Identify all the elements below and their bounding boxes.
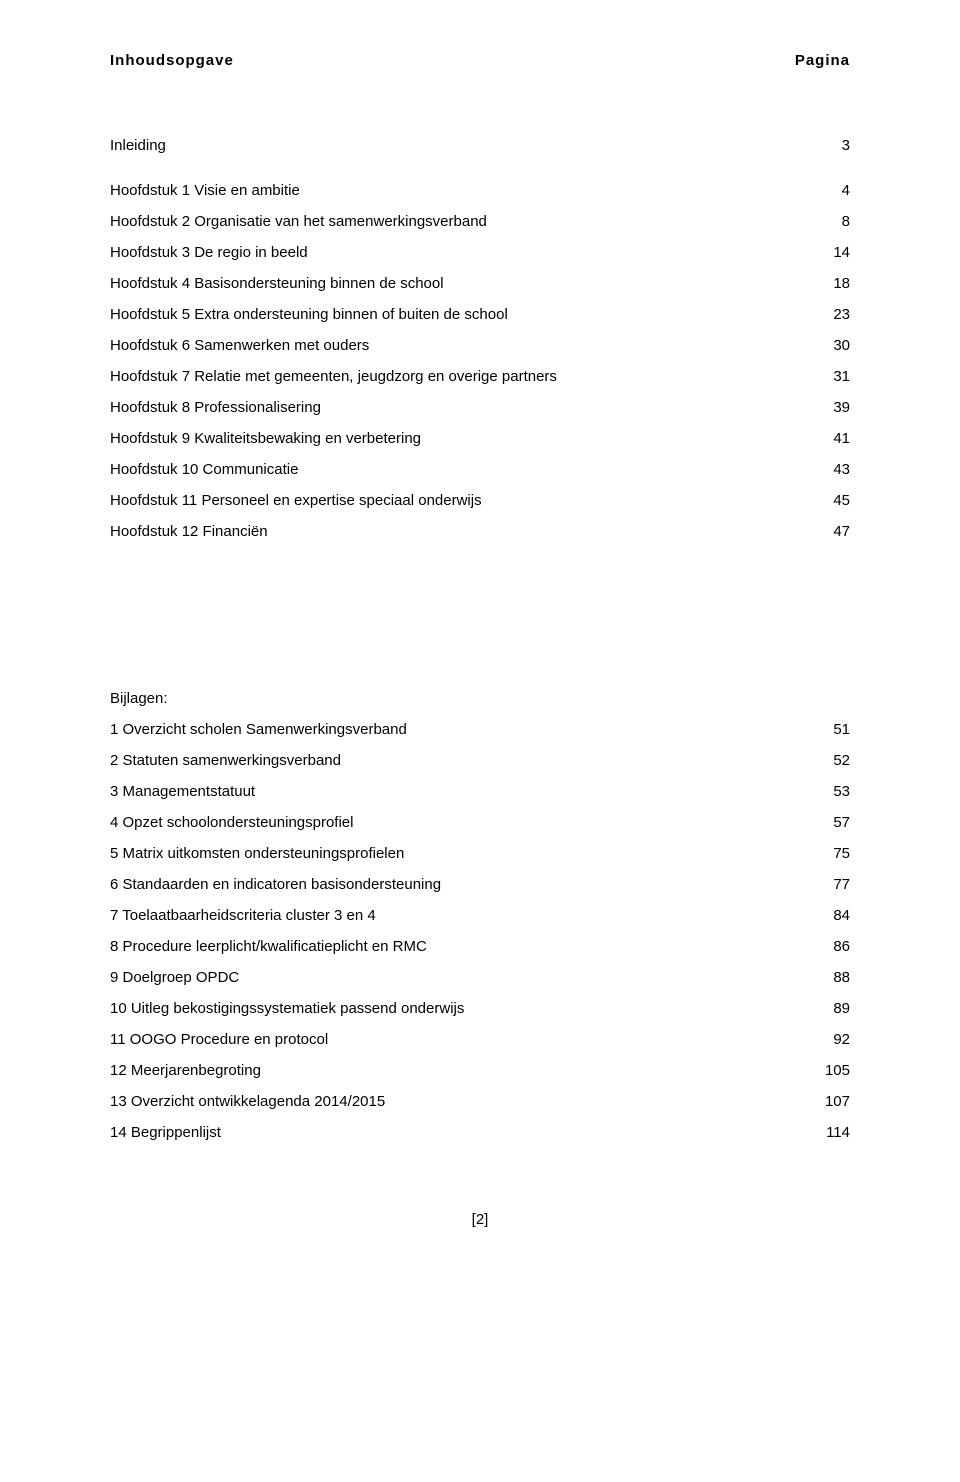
toc-chapter-row-page: 30	[800, 337, 850, 354]
toc-chapter-row-page: 14	[800, 244, 850, 261]
toc-chapter-row-page: 23	[800, 306, 850, 323]
toc-chapter-row-page: 31	[800, 368, 850, 385]
toc-bijlage-row-page: 86	[800, 938, 850, 955]
toc-bijlage-row-label: 9 Doelgroep OPDC	[110, 969, 800, 986]
bijlagen-heading: Bijlagen:	[110, 690, 850, 707]
toc-chapter-row-label: Hoofdstuk 10 Communicatie	[110, 461, 800, 478]
toc-chapter-row-label: Hoofdstuk 12 Financiën	[110, 523, 800, 540]
toc-bijlage-row-label: 4 Opzet schoolondersteuningsprofiel	[110, 814, 800, 831]
toc-chapter-row-page: 43	[800, 461, 850, 478]
toc-bijlage-row-page: 51	[800, 721, 850, 738]
toc-intro-label: Inleiding	[110, 137, 800, 154]
toc-bijlage-row: 12 Meerjarenbegroting105	[110, 1062, 850, 1079]
toc-header-right: Pagina	[795, 52, 850, 69]
toc-bijlage-row-page: 114	[800, 1124, 850, 1141]
toc-bijlage-row-page: 107	[800, 1093, 850, 1110]
toc-chapter-row: Hoofdstuk 11 Personeel en expertise spec…	[110, 492, 850, 509]
toc-chapter-row-label: Hoofdstuk 8 Professionalisering	[110, 399, 800, 416]
toc-chapter-row-page: 8	[800, 213, 850, 230]
toc-chapter-row-page: 41	[800, 430, 850, 447]
toc-bijlage-row: 14 Begrippenlijst114	[110, 1124, 850, 1141]
toc-bijlage-row-label: 14 Begrippenlijst	[110, 1124, 800, 1141]
toc-chapter-row-label: Hoofdstuk 9 Kwaliteitsbewaking en verbet…	[110, 430, 800, 447]
toc-bijlage-row: 9 Doelgroep OPDC88	[110, 969, 850, 986]
toc-bijlage-row-label: 2 Statuten samenwerkingsverband	[110, 752, 800, 769]
toc-bijlage-row: 1 Overzicht scholen Samenwerkingsverband…	[110, 721, 850, 738]
toc-bijlage-row-label: 3 Managementstatuut	[110, 783, 800, 800]
toc-chapter-row-label: Hoofdstuk 6 Samenwerken met ouders	[110, 337, 800, 354]
toc-bijlage-row-page: 84	[800, 907, 850, 924]
toc-bijlage-row: 4 Opzet schoolondersteuningsprofiel57	[110, 814, 850, 831]
toc-bijlage-row-label: 13 Overzicht ontwikkelagenda 2014/2015	[110, 1093, 800, 1110]
toc-bijlage-row-label: 11 OOGO Procedure en protocol	[110, 1031, 800, 1048]
toc-bijlage-row-page: 52	[800, 752, 850, 769]
toc-header: Inhoudsopgave Pagina	[110, 52, 850, 69]
toc-chapter-row: Hoofdstuk 1 Visie en ambitie4	[110, 182, 850, 199]
toc-bijlage-row: 13 Overzicht ontwikkelagenda 2014/201510…	[110, 1093, 850, 1110]
toc-bijlage-row: 2 Statuten samenwerkingsverband52	[110, 752, 850, 769]
toc-chapter-row-label: Hoofdstuk 3 De regio in beeld	[110, 244, 800, 261]
toc-bijlage-row: 10 Uitleg bekostigingssystematiek passen…	[110, 1000, 850, 1017]
toc-chapter-row-page: 4	[800, 182, 850, 199]
toc-chapters: Hoofdstuk 1 Visie en ambitie4Hoofdstuk 2…	[110, 182, 850, 540]
toc-chapter-row-page: 45	[800, 492, 850, 509]
toc-chapter-row: Hoofdstuk 12 Financiën47	[110, 523, 850, 540]
toc-bijlage-row: 6 Standaarden en indicatoren basisonders…	[110, 876, 850, 893]
toc-chapter-row-label: Hoofdstuk 7 Relatie met gemeenten, jeugd…	[110, 368, 800, 385]
toc-chapter-row: Hoofdstuk 7 Relatie met gemeenten, jeugd…	[110, 368, 850, 385]
toc-intro-row: Inleiding 3	[110, 137, 850, 154]
toc-bijlage-row-label: 12 Meerjarenbegroting	[110, 1062, 800, 1079]
section-gap	[110, 622, 850, 690]
toc-chapter-row-page: 39	[800, 399, 850, 416]
toc-bijlage-row-page: 57	[800, 814, 850, 831]
toc-chapter-row: Hoofdstuk 2 Organisatie van het samenwer…	[110, 213, 850, 230]
toc-bijlage-row: 7 Toelaatbaarheidscriteria cluster 3 en …	[110, 907, 850, 924]
toc-bijlage-row-label: 10 Uitleg bekostigingssystematiek passen…	[110, 1000, 800, 1017]
toc-bijlagen: 1 Overzicht scholen Samenwerkingsverband…	[110, 721, 850, 1141]
toc-chapter-row: Hoofdstuk 3 De regio in beeld14	[110, 244, 850, 261]
toc-chapter-row: Hoofdstuk 8 Professionalisering39	[110, 399, 850, 416]
toc-bijlage-row-label: 1 Overzicht scholen Samenwerkingsverband	[110, 721, 800, 738]
spacer	[110, 168, 850, 182]
toc-bijlage-row-label: 6 Standaarden en indicatoren basisonders…	[110, 876, 800, 893]
toc-chapter-row-label: Hoofdstuk 2 Organisatie van het samenwer…	[110, 213, 800, 230]
toc-chapter-row-label: Hoofdstuk 4 Basisondersteuning binnen de…	[110, 275, 800, 292]
toc-chapter-row: Hoofdstuk 10 Communicatie43	[110, 461, 850, 478]
toc-chapter-row: Hoofdstuk 6 Samenwerken met ouders30	[110, 337, 850, 354]
toc-bijlage-row: 8 Procedure leerplicht/kwalificatieplich…	[110, 938, 850, 955]
toc-bijlage-row-page: 88	[800, 969, 850, 986]
page-footer: [2]	[110, 1211, 850, 1228]
section-gap	[110, 554, 850, 622]
toc-bijlage-row: 5 Matrix uitkomsten ondersteuningsprofie…	[110, 845, 850, 862]
toc-chapter-row-page: 47	[800, 523, 850, 540]
toc-header-left: Inhoudsopgave	[110, 52, 234, 69]
toc-bijlage-row-page: 105	[800, 1062, 850, 1079]
toc-chapter-row: Hoofdstuk 4 Basisondersteuning binnen de…	[110, 275, 850, 292]
toc-chapter-row-label: Hoofdstuk 5 Extra ondersteuning binnen o…	[110, 306, 800, 323]
toc-chapter-row-label: Hoofdstuk 1 Visie en ambitie	[110, 182, 800, 199]
toc-bijlage-row-label: 5 Matrix uitkomsten ondersteuningsprofie…	[110, 845, 800, 862]
toc-bijlage-row-page: 53	[800, 783, 850, 800]
toc-intro-page: 3	[800, 137, 850, 154]
toc-bijlage-row-page: 92	[800, 1031, 850, 1048]
toc-bijlage-row-page: 75	[800, 845, 850, 862]
toc-bijlage-row-page: 77	[800, 876, 850, 893]
toc-chapter-row: Hoofdstuk 5 Extra ondersteuning binnen o…	[110, 306, 850, 323]
toc-bijlage-row-label: 8 Procedure leerplicht/kwalificatieplich…	[110, 938, 800, 955]
toc-chapter-row-page: 18	[800, 275, 850, 292]
toc-chapter-row: Hoofdstuk 9 Kwaliteitsbewaking en verbet…	[110, 430, 850, 447]
toc-chapter-row-label: Hoofdstuk 11 Personeel en expertise spec…	[110, 492, 800, 509]
toc-bijlage-row: 3 Managementstatuut53	[110, 783, 850, 800]
toc-bijlage-row-label: 7 Toelaatbaarheidscriteria cluster 3 en …	[110, 907, 800, 924]
toc-bijlage-row: 11 OOGO Procedure en protocol92	[110, 1031, 850, 1048]
toc-bijlage-row-page: 89	[800, 1000, 850, 1017]
